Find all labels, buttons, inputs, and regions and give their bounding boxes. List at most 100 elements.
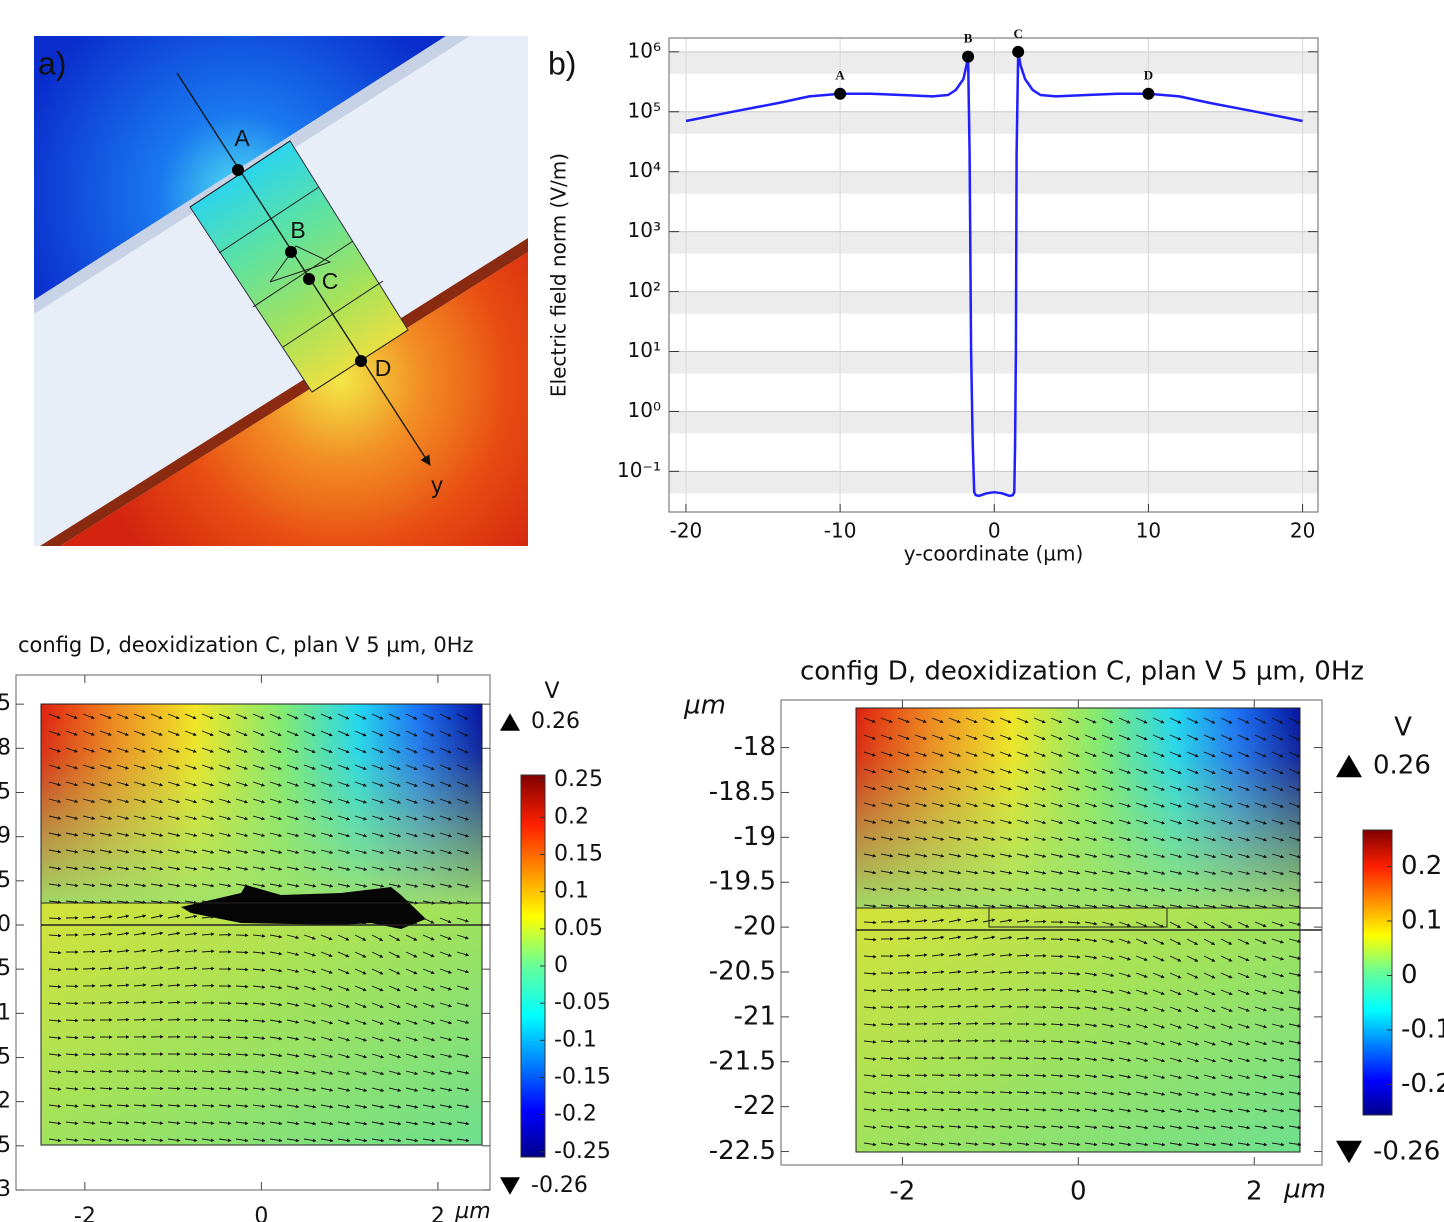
field-arrow — [184, 931, 198, 936]
colorbar-tick-label: -0.1 — [1401, 1014, 1444, 1044]
colorbar-tick-label: 0 — [554, 953, 568, 978]
colorbar-tick-label: 0 — [1401, 960, 1418, 990]
field-arrow — [1101, 921, 1115, 927]
y-tick-label: -18.5 — [709, 777, 776, 807]
field-arrow — [999, 887, 1013, 892]
field-arrow — [1254, 768, 1267, 775]
field-arrow — [133, 948, 147, 953]
field-arrow — [914, 970, 928, 975]
field-arrow — [439, 832, 453, 838]
field-arrow — [931, 785, 945, 791]
field-arrow — [1067, 802, 1081, 808]
field-arrow — [388, 1070, 402, 1076]
field-arrow — [133, 1000, 147, 1005]
field-arrow — [999, 870, 1013, 875]
field-arrow — [184, 914, 198, 919]
field-arrow — [1220, 819, 1233, 825]
field-arrow — [167, 764, 180, 770]
field-arrow — [48, 832, 62, 837]
field-arrow — [99, 932, 113, 936]
field-arrow — [1016, 953, 1030, 958]
field-arrow — [1084, 938, 1098, 943]
field-arrow — [218, 1052, 232, 1057]
field-arrow — [1288, 734, 1301, 741]
field-arrow — [150, 832, 164, 837]
field-arrow — [1271, 853, 1285, 859]
electrode-edge — [40, 238, 528, 546]
field-arrow — [1016, 734, 1029, 740]
min-symbol — [500, 1177, 520, 1195]
field-arrow — [286, 1002, 300, 1007]
field-arrow — [150, 764, 163, 770]
field-arrow — [99, 1086, 113, 1091]
unit-label: µm — [454, 1199, 490, 1222]
field-arrow — [303, 730, 316, 737]
field-arrow — [184, 798, 198, 804]
marker-label: B — [964, 31, 973, 46]
field-arrow — [1067, 887, 1081, 892]
heatmap-bottom — [856, 908, 1300, 1152]
field-arrow — [1288, 972, 1302, 977]
field-arrow — [82, 747, 95, 753]
field-arrow — [456, 1002, 470, 1007]
field-arrow — [235, 764, 248, 770]
field-arrow — [48, 866, 62, 871]
field-arrow — [1186, 785, 1199, 791]
field-arrow — [1220, 972, 1233, 979]
field-arrow — [439, 934, 452, 940]
field-arrow — [337, 1070, 351, 1075]
field-arrow — [286, 1087, 300, 1092]
field-arrow — [388, 1087, 402, 1092]
field-arrow — [863, 853, 877, 858]
field-arrow — [931, 870, 945, 875]
field-arrow — [65, 1087, 79, 1091]
field-arrow — [99, 900, 113, 904]
field-arrow — [218, 849, 232, 854]
field-arrow — [914, 768, 927, 774]
field-arrow — [1050, 836, 1064, 841]
field-arrow — [371, 1121, 385, 1126]
grid-band — [669, 351, 1318, 374]
colorbar-tick-label: -0.1 — [554, 1027, 597, 1052]
field-arrow — [1050, 870, 1064, 875]
field-arrow — [405, 1002, 418, 1008]
field-arrow — [116, 764, 129, 770]
field-arrow — [897, 836, 911, 841]
field-arrow — [1186, 887, 1200, 892]
field-arrow — [82, 883, 96, 888]
field-arrow — [948, 768, 961, 774]
field-arrow — [235, 1138, 249, 1143]
field-arrow — [1237, 938, 1250, 945]
field-arrow — [99, 914, 113, 919]
field-arrow — [1288, 921, 1302, 926]
field-arrow — [388, 883, 402, 888]
field-arrow — [48, 713, 61, 719]
field-arrow — [1186, 904, 1200, 909]
field-arrow — [303, 934, 316, 940]
field-arrow — [1067, 717, 1080, 724]
field-arrow — [1203, 768, 1216, 774]
field-arrow — [439, 883, 453, 888]
field-arrow — [931, 918, 945, 923]
field-arrow — [184, 1000, 198, 1005]
field-arrow — [880, 904, 894, 908]
y-axis-arrow — [176, 72, 431, 466]
field-arrow — [252, 815, 266, 821]
field-arrow — [863, 802, 877, 807]
field-arrow — [1271, 904, 1285, 909]
field-arrow — [982, 952, 996, 957]
field-arrow — [371, 968, 384, 975]
field-arrow — [1203, 870, 1217, 875]
field-arrow — [1135, 955, 1148, 961]
field-arrow — [116, 730, 129, 736]
field-arrow — [422, 1104, 436, 1109]
field-arrow — [133, 1086, 147, 1091]
field-arrow — [1135, 751, 1148, 757]
field-arrow — [439, 917, 452, 924]
field-arrow — [863, 785, 877, 791]
field-arrow — [1288, 887, 1302, 892]
field-arrow — [1169, 955, 1182, 962]
field-arrow — [388, 713, 401, 720]
y-tick-label: -21 — [0, 1000, 11, 1025]
field-arrow — [303, 832, 317, 838]
